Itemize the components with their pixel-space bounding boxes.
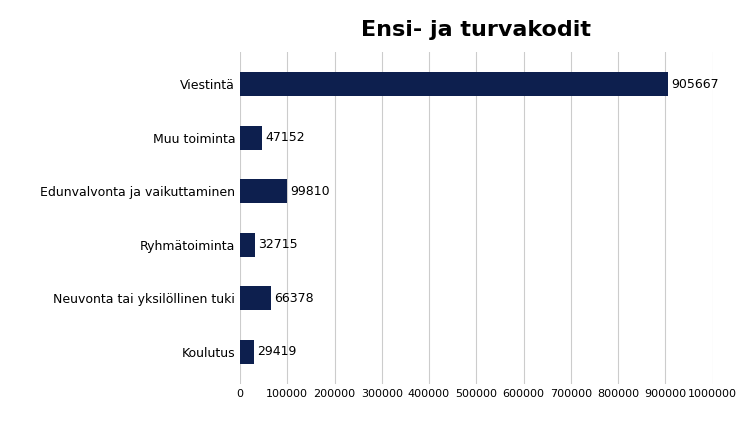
Title: Ensi- ja turvakodit: Ensi- ja turvakodit	[362, 20, 591, 40]
Text: 66378: 66378	[274, 292, 314, 305]
Bar	[240, 233, 256, 257]
Bar	[240, 340, 254, 364]
Text: 29419: 29419	[256, 345, 296, 358]
Text: 32715: 32715	[258, 238, 298, 251]
Text: 99810: 99810	[290, 185, 329, 198]
Bar	[240, 179, 287, 203]
Bar	[240, 126, 262, 150]
Text: 47152: 47152	[265, 131, 305, 144]
Text: 905667: 905667	[670, 78, 718, 91]
Bar	[240, 72, 668, 96]
Bar	[240, 286, 272, 310]
